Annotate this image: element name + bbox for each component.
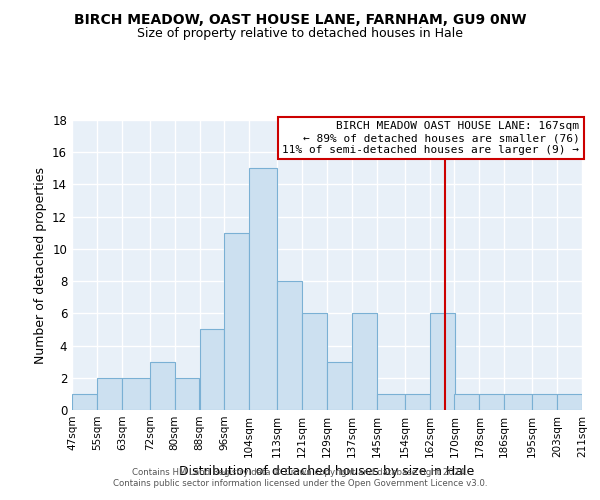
Bar — [249, 168, 277, 410]
Bar — [277, 281, 302, 410]
Text: BIRCH MEADOW, OAST HOUSE LANE, FARNHAM, GU9 0NW: BIRCH MEADOW, OAST HOUSE LANE, FARNHAM, … — [74, 12, 526, 26]
Bar — [352, 314, 377, 410]
Bar — [175, 378, 199, 410]
Bar — [455, 394, 479, 410]
Bar — [122, 378, 150, 410]
Bar — [150, 362, 175, 410]
Bar — [224, 233, 249, 410]
Text: Contains HM Land Registry data © Crown copyright and database right 2024.
Contai: Contains HM Land Registry data © Crown c… — [113, 468, 487, 487]
Text: Size of property relative to detached houses in Hale: Size of property relative to detached ho… — [137, 28, 463, 40]
Bar — [557, 394, 582, 410]
Bar — [430, 314, 455, 410]
Y-axis label: Number of detached properties: Number of detached properties — [34, 166, 47, 364]
Bar — [72, 394, 97, 410]
X-axis label: Distribution of detached houses by size in Hale: Distribution of detached houses by size … — [179, 466, 475, 478]
Bar — [479, 394, 504, 410]
Bar — [327, 362, 352, 410]
Bar — [532, 394, 557, 410]
Text: BIRCH MEADOW OAST HOUSE LANE: 167sqm
← 89% of detached houses are smaller (76)
1: BIRCH MEADOW OAST HOUSE LANE: 167sqm ← 8… — [283, 122, 580, 154]
Bar — [302, 314, 327, 410]
Bar — [377, 394, 405, 410]
Bar — [97, 378, 122, 410]
Bar — [405, 394, 430, 410]
Bar — [199, 330, 224, 410]
Bar — [504, 394, 532, 410]
